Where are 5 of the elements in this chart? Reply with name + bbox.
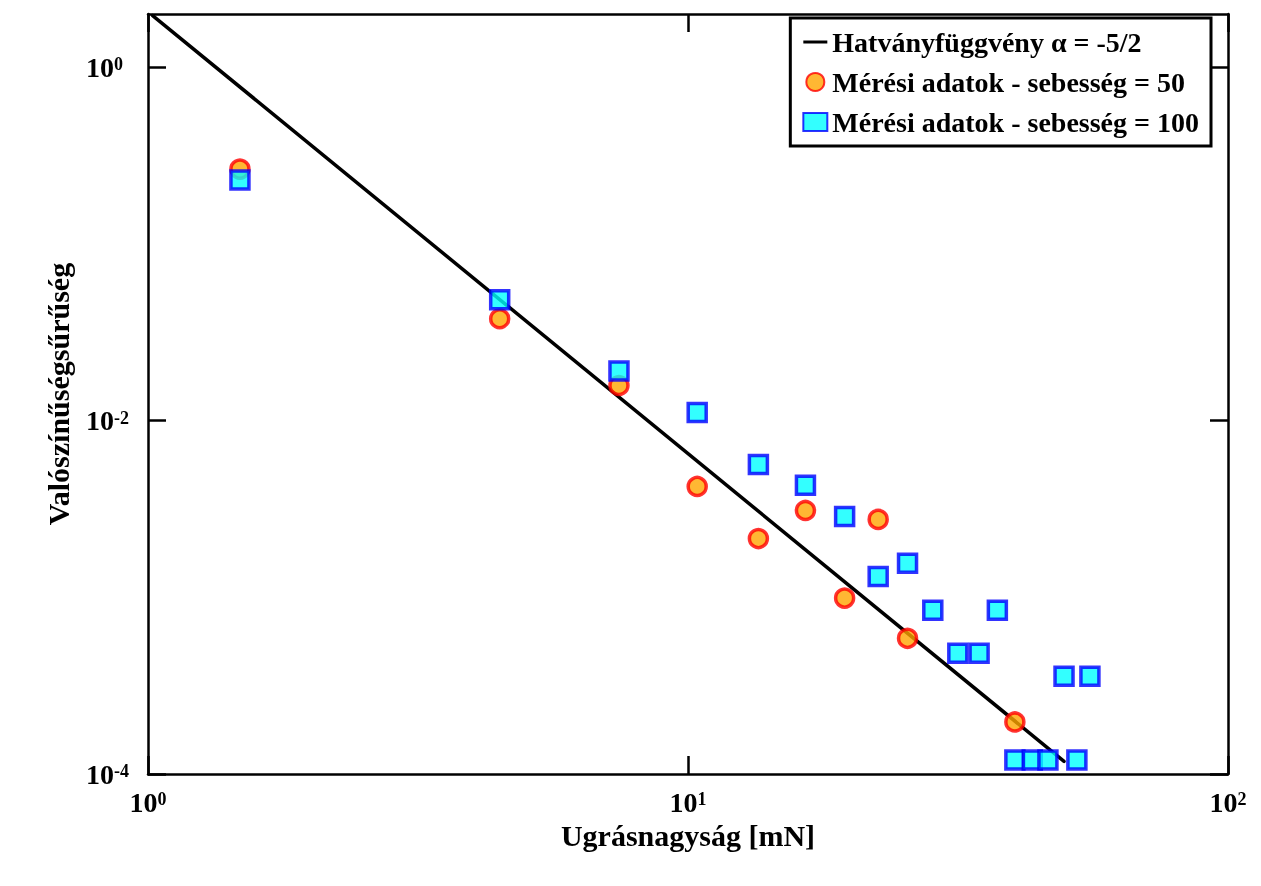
- legend-label: Mérési adatok - sebesség = 50: [832, 66, 1186, 98]
- legend-label: Hatványfüggvény α = -5/2: [832, 26, 1142, 58]
- legend-label: Mérési adatok - sebesség = 100: [832, 106, 1200, 138]
- x-axis-title: Ugrásnagyság [mN]: [560, 819, 816, 853]
- y-axis-title: Valószínűségsűrűség: [41, 262, 75, 526]
